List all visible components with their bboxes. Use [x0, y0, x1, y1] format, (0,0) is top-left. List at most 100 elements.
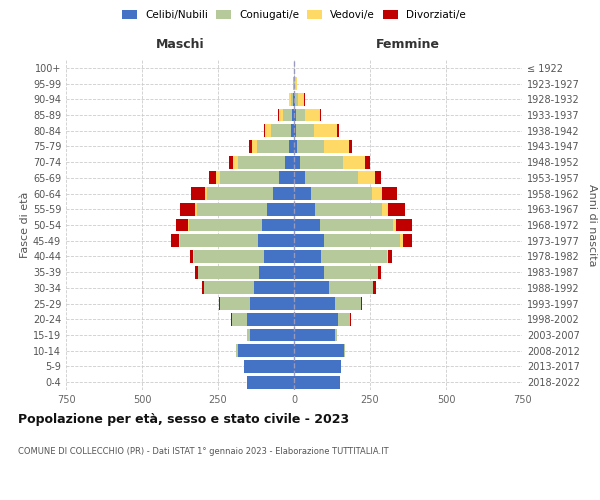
Bar — [266, 203, 294, 215]
Bar — [329, 282, 373, 294]
Bar — [297, 140, 325, 153]
Bar — [393, 218, 397, 232]
Bar — [194, 250, 263, 263]
Bar — [262, 218, 294, 232]
Bar — [294, 250, 322, 263]
Bar — [294, 344, 344, 357]
Bar — [220, 172, 279, 184]
Bar — [209, 172, 217, 184]
Text: Femmine: Femmine — [376, 38, 440, 51]
Bar — [322, 250, 387, 263]
Bar — [314, 124, 337, 137]
Bar — [300, 156, 343, 168]
Bar — [236, 344, 238, 357]
Bar — [265, 124, 271, 137]
Bar — [294, 266, 325, 278]
Bar — [325, 266, 377, 278]
Bar — [293, 93, 294, 106]
Bar — [247, 328, 250, 342]
Bar — [257, 234, 294, 247]
Bar — [220, 297, 250, 310]
Bar — [373, 282, 376, 294]
Bar — [294, 172, 305, 184]
Bar — [252, 140, 257, 153]
Bar — [294, 313, 338, 326]
Bar — [387, 250, 388, 263]
Bar — [294, 156, 300, 168]
Bar — [344, 344, 346, 357]
Bar — [259, 266, 294, 278]
Bar — [382, 187, 397, 200]
Bar — [291, 124, 294, 137]
Bar — [176, 218, 188, 232]
Bar — [229, 156, 233, 168]
Bar — [365, 156, 370, 168]
Bar — [298, 93, 304, 106]
Bar — [271, 124, 291, 137]
Legend: Celibi/Nubili, Coniugati/e, Vedovi/e, Divorziati/e: Celibi/Nubili, Coniugati/e, Vedovi/e, Di… — [118, 6, 470, 25]
Bar — [349, 140, 352, 153]
Text: Maschi: Maschi — [155, 38, 205, 51]
Bar — [285, 156, 294, 168]
Bar — [233, 156, 238, 168]
Bar — [291, 93, 293, 106]
Bar — [388, 250, 392, 263]
Bar — [190, 250, 193, 263]
Bar — [296, 108, 305, 122]
Bar — [188, 218, 189, 232]
Bar — [250, 297, 294, 310]
Bar — [400, 234, 403, 247]
Bar — [294, 124, 296, 137]
Bar — [180, 234, 257, 247]
Bar — [377, 266, 378, 278]
Bar — [295, 77, 297, 90]
Bar — [294, 187, 311, 200]
Bar — [289, 140, 294, 153]
Bar — [283, 108, 292, 122]
Bar — [254, 282, 294, 294]
Bar — [388, 203, 405, 215]
Bar — [191, 187, 205, 200]
Bar — [294, 328, 335, 342]
Bar — [294, 234, 325, 247]
Bar — [172, 234, 179, 247]
Bar — [358, 172, 374, 184]
Bar — [335, 328, 337, 342]
Bar — [361, 297, 362, 310]
Bar — [294, 282, 329, 294]
Bar — [296, 124, 314, 137]
Bar — [294, 218, 320, 232]
Bar — [320, 108, 321, 122]
Bar — [343, 156, 365, 168]
Y-axis label: Anni di nascita: Anni di nascita — [587, 184, 596, 266]
Bar — [294, 108, 296, 122]
Bar — [320, 218, 393, 232]
Bar — [305, 108, 320, 122]
Y-axis label: Fasce di età: Fasce di età — [20, 192, 30, 258]
Bar — [337, 124, 339, 137]
Text: COMUNE DI COLLECCHIO (PR) - Dati ISTAT 1° gennaio 2023 - Elaborazione TUTTITALIA: COMUNE DI COLLECCHIO (PR) - Dati ISTAT 1… — [18, 448, 389, 456]
Bar — [273, 187, 294, 200]
Bar — [278, 108, 279, 122]
Bar — [294, 297, 335, 310]
Bar — [202, 282, 204, 294]
Bar — [292, 108, 294, 122]
Bar — [238, 344, 294, 357]
Bar — [208, 187, 273, 200]
Bar — [197, 203, 266, 215]
Bar — [198, 266, 259, 278]
Bar — [315, 203, 382, 215]
Bar — [378, 266, 381, 278]
Bar — [244, 360, 294, 373]
Bar — [325, 234, 400, 247]
Bar — [279, 108, 283, 122]
Bar — [382, 203, 388, 215]
Bar — [294, 203, 315, 215]
Bar — [193, 250, 194, 263]
Bar — [335, 297, 361, 310]
Bar — [294, 93, 295, 106]
Bar — [325, 140, 349, 153]
Bar — [217, 172, 220, 184]
Bar — [374, 172, 380, 184]
Bar — [195, 203, 197, 215]
